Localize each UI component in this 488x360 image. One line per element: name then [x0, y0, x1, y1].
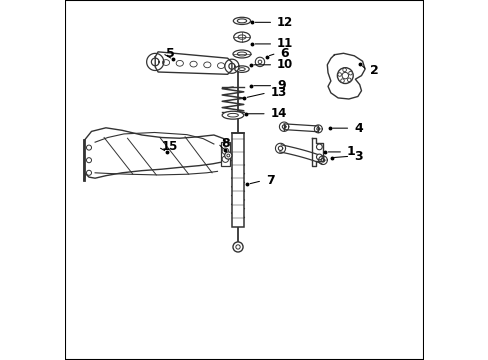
Text: 5: 5	[166, 47, 174, 60]
Circle shape	[255, 57, 264, 67]
Circle shape	[337, 68, 352, 84]
Polygon shape	[311, 138, 322, 166]
Ellipse shape	[222, 111, 244, 119]
Ellipse shape	[189, 61, 197, 67]
Text: 11: 11	[276, 37, 292, 50]
Circle shape	[342, 72, 348, 79]
Bar	[220, 142, 230, 166]
Ellipse shape	[238, 68, 244, 71]
Circle shape	[86, 158, 91, 163]
Ellipse shape	[176, 60, 183, 66]
Bar	[231, 133, 244, 227]
Polygon shape	[279, 145, 324, 163]
Ellipse shape	[237, 19, 246, 23]
Polygon shape	[84, 128, 228, 180]
Text: 14: 14	[270, 107, 286, 120]
Polygon shape	[284, 124, 318, 132]
Ellipse shape	[233, 17, 250, 24]
Text: 2: 2	[370, 64, 379, 77]
Ellipse shape	[238, 35, 245, 39]
Circle shape	[346, 78, 350, 82]
Text: 3: 3	[353, 150, 362, 163]
Text: 13: 13	[270, 86, 286, 99]
Circle shape	[222, 156, 228, 162]
Ellipse shape	[217, 63, 224, 68]
Circle shape	[340, 79, 344, 82]
Text: 15: 15	[162, 140, 178, 153]
Circle shape	[226, 154, 229, 157]
Ellipse shape	[162, 60, 169, 66]
Circle shape	[316, 154, 322, 160]
Circle shape	[235, 245, 240, 249]
Circle shape	[316, 144, 322, 150]
Text: 7: 7	[265, 174, 274, 187]
Circle shape	[342, 68, 346, 72]
Circle shape	[224, 152, 231, 159]
Circle shape	[222, 148, 228, 154]
Polygon shape	[155, 52, 231, 74]
Ellipse shape	[234, 66, 249, 72]
Circle shape	[232, 242, 243, 252]
Ellipse shape	[203, 62, 210, 68]
Text: 12: 12	[276, 16, 292, 29]
Ellipse shape	[237, 52, 246, 56]
Circle shape	[348, 71, 351, 75]
Circle shape	[258, 60, 261, 64]
Circle shape	[86, 170, 91, 175]
Circle shape	[86, 145, 91, 150]
Ellipse shape	[233, 32, 250, 42]
Text: 9: 9	[276, 79, 285, 92]
Text: 6: 6	[280, 47, 288, 60]
Ellipse shape	[232, 50, 250, 58]
Circle shape	[337, 73, 341, 76]
Text: 10: 10	[276, 58, 292, 71]
Text: 4: 4	[353, 122, 362, 135]
Text: 1: 1	[346, 145, 355, 158]
Ellipse shape	[227, 113, 238, 117]
Text: 8: 8	[221, 137, 230, 150]
Polygon shape	[326, 53, 365, 99]
